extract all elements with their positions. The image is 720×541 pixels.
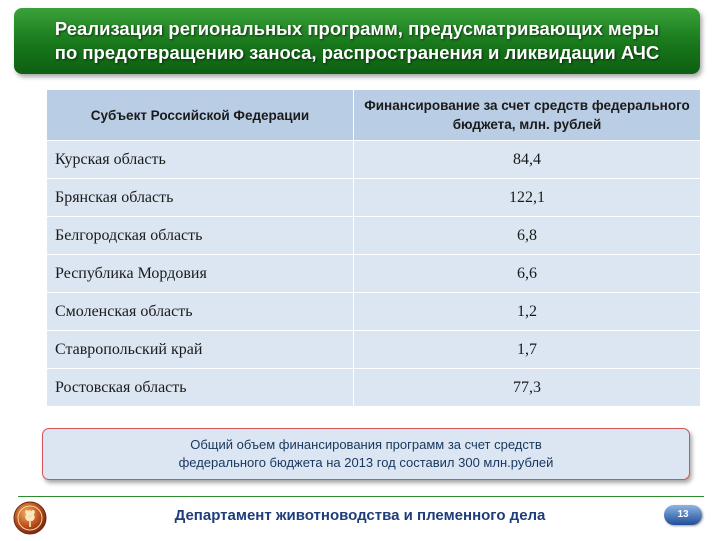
- wheat-emblem-icon: [12, 500, 48, 536]
- summary-line-2: федерального бюджета на 2013 год состави…: [178, 455, 554, 470]
- region-cell: Ростовская область: [46, 368, 354, 407]
- table-row: Смоленская область 1,2: [46, 292, 701, 331]
- table-row: Курская область 84,4: [46, 140, 701, 179]
- title-line-1: Реализация региональных программ, предус…: [54, 18, 660, 39]
- amount-cell: 77,3: [353, 368, 701, 407]
- amount-cell: 1,2: [353, 292, 701, 331]
- region-cell: Белгородская область: [46, 216, 354, 255]
- table-row: Республика Мордовия 6,6: [46, 254, 701, 293]
- table-row: Брянская область 122,1: [46, 178, 701, 217]
- summary-callout: Общий объем финансирования программ за с…: [42, 428, 690, 480]
- department-name: Департамент животноводства и племенного …: [174, 507, 546, 524]
- page-number-badge: 13: [664, 505, 702, 525]
- title-banner: Реализация региональных программ, предус…: [14, 8, 700, 74]
- region-cell: Республика Мордовия: [46, 254, 354, 293]
- amount-cell: 1,7: [353, 330, 701, 369]
- title-line-2: по предотвращению заноса, распространени…: [54, 42, 660, 63]
- amount-cell: 6,6: [353, 254, 701, 293]
- region-cell: Ставропольский край: [46, 330, 354, 369]
- page-title: Реализация региональных программ, предус…: [45, 17, 669, 65]
- table-row: Ставропольский край 1,7: [46, 330, 701, 369]
- amount-cell: 6,8: [353, 216, 701, 255]
- summary-line-1: Общий объем финансирования программ за с…: [190, 437, 542, 452]
- amount-cell: 122,1: [353, 178, 701, 217]
- column-header-funding: Финансирование за счет средств федеральн…: [353, 89, 701, 141]
- region-cell: Курская область: [46, 140, 354, 179]
- amount-cell: 84,4: [353, 140, 701, 179]
- table-header-row: Субъект Российской Федерации Финансирова…: [46, 89, 701, 141]
- summary-text: Общий объем финансирования программ за с…: [179, 436, 554, 472]
- region-cell: Смоленская область: [46, 292, 354, 331]
- footer-divider: [18, 496, 704, 497]
- region-cell: Брянская область: [46, 178, 354, 217]
- funding-table: Субъект Российской Федерации Финансирова…: [46, 89, 701, 407]
- column-header-region: Субъект Российской Федерации: [46, 89, 354, 141]
- table-row: Ростовская область 77,3: [46, 368, 701, 407]
- table-row: Белгородская область 6,8: [46, 216, 701, 255]
